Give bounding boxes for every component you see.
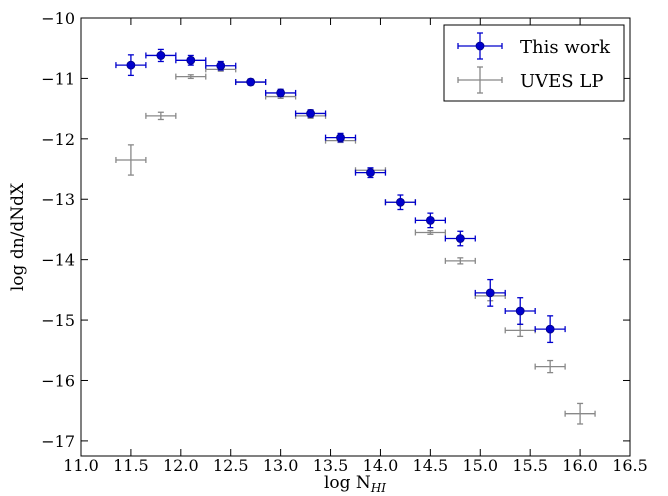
x-tick-label: 13.5 (313, 456, 349, 475)
series-layer (115, 48, 596, 425)
series-this-work (115, 48, 566, 344)
y-tick-label: −12 (41, 130, 75, 149)
legend: This work UVES LP (443, 24, 625, 102)
x-tick-label: 11.0 (63, 456, 99, 475)
legend-label-this-work: This work (520, 37, 611, 58)
x-axis-label-subscript: HI (370, 481, 386, 495)
x-tick-label: 15.0 (462, 456, 498, 475)
y-tick-label: −16 (41, 371, 75, 390)
y-tick-label: −15 (41, 311, 75, 330)
data-point (235, 77, 267, 87)
marker (246, 77, 256, 87)
x-tick-label: 13.0 (263, 456, 299, 475)
legend-label-uves-lp: UVES LP (520, 71, 603, 92)
data-point (444, 257, 476, 265)
data-point (354, 167, 387, 179)
data-point (534, 359, 566, 374)
data-point (175, 73, 207, 80)
marker (396, 197, 405, 207)
y-axis-label: log dn/dNdX (8, 182, 28, 291)
x-tick-label: 16.0 (562, 456, 598, 475)
data-point (115, 144, 147, 176)
data-point (294, 109, 327, 118)
marker (545, 324, 555, 334)
data-point (115, 54, 147, 77)
legend-entries (457, 32, 503, 94)
data-point (504, 297, 536, 325)
x-tick-label: 16.5 (612, 456, 648, 475)
x-tick-label: 14.5 (413, 456, 449, 475)
data-point (175, 54, 207, 66)
marker (216, 61, 226, 71)
marker (366, 168, 375, 178)
marker (515, 306, 525, 316)
y-tick-label: −14 (41, 251, 75, 270)
x-tick-label: 14.0 (363, 456, 399, 475)
marker (276, 88, 286, 98)
marker (186, 55, 196, 65)
marker (126, 60, 136, 70)
data-point (384, 194, 417, 211)
x-axis-label: log NHI (324, 473, 386, 495)
marker (156, 51, 166, 60)
data-point (414, 212, 446, 229)
data-point (145, 111, 177, 121)
data-point (205, 60, 237, 71)
marker (306, 109, 315, 118)
legend-symbol-uves-lp (457, 66, 503, 94)
ticks-layer: 11.0 11.5 12.0 12.5 13.0 13.5 14.0 14.5 15.0 15.5… (41, 9, 648, 475)
y-tick-label: −17 (41, 432, 75, 451)
x-tick-label: 12.5 (213, 456, 249, 475)
data-point (474, 278, 506, 307)
data-point (444, 230, 476, 247)
marker (336, 133, 345, 143)
marker (455, 234, 465, 243)
data-point (324, 132, 357, 143)
data-point (534, 315, 566, 344)
y-tick-label: −10 (41, 9, 75, 28)
y-tick-label: −11 (41, 69, 75, 88)
x-tick-label: 15.5 (512, 456, 548, 475)
x-axis-label-main: log N (324, 473, 371, 493)
legend-symbol-this-work (457, 32, 503, 60)
x-tick-label: 12.0 (163, 456, 199, 475)
y-tick-label: −13 (41, 190, 75, 209)
data-point (265, 88, 297, 98)
legend-marker (475, 41, 485, 51)
legend-box (443, 24, 625, 102)
marker (485, 288, 495, 298)
data-point (564, 402, 596, 425)
x-tick-label: 11.5 (113, 456, 149, 475)
plot-frame (80, 17, 631, 457)
data-point (414, 229, 446, 236)
marker (425, 215, 435, 225)
